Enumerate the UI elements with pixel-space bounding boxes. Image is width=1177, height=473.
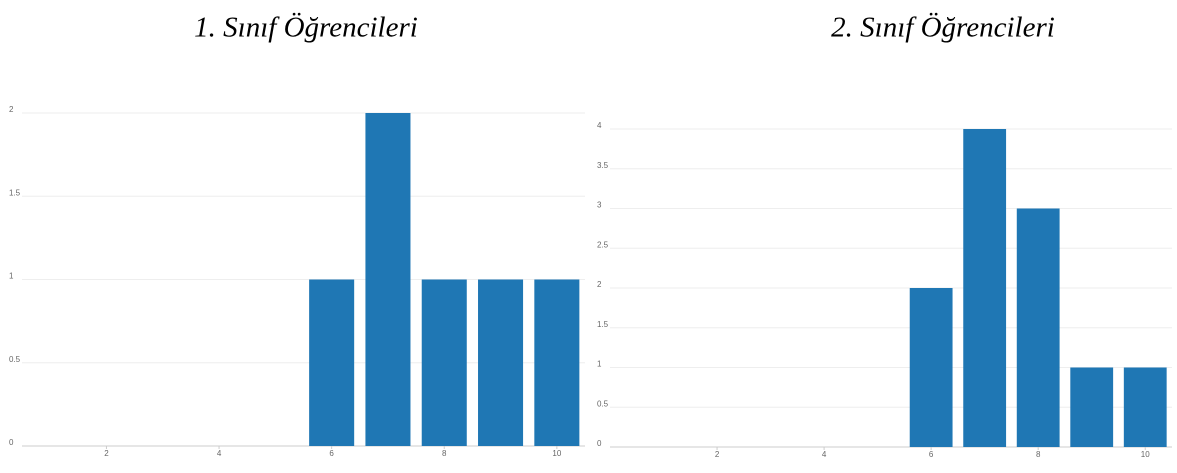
bar bbox=[534, 279, 580, 446]
x-tick-label: 10 bbox=[1141, 450, 1150, 459]
x-tick-label: 4 bbox=[822, 450, 827, 459]
y-tick-label: 1 bbox=[9, 272, 14, 281]
bar bbox=[478, 279, 524, 446]
y-tick-label: 3 bbox=[597, 201, 602, 210]
y-tick-label: 2.5 bbox=[597, 240, 609, 249]
x-tick-label: 8 bbox=[1036, 450, 1041, 459]
y-tick-label: 1.5 bbox=[597, 320, 609, 329]
y-tick-label: 0.5 bbox=[597, 399, 609, 408]
bar bbox=[365, 113, 411, 446]
x-tick-label: 2 bbox=[104, 449, 109, 458]
y-tick-label: 3.5 bbox=[597, 161, 609, 170]
bar bbox=[909, 288, 953, 447]
x-tick-label: 6 bbox=[929, 450, 934, 459]
y-tick-label: 0.5 bbox=[9, 355, 21, 364]
x-tick-label: 8 bbox=[442, 449, 447, 458]
y-tick-label: 1 bbox=[597, 360, 602, 369]
y-tick-label: 0 bbox=[597, 439, 602, 448]
x-tick-label: 2 bbox=[715, 450, 720, 459]
y-tick-label: 2 bbox=[9, 105, 14, 114]
bar bbox=[309, 279, 355, 446]
bar bbox=[1070, 367, 1114, 447]
chart-title: 2. Sınıf Öğrencileri bbox=[831, 12, 1055, 44]
bar bbox=[1123, 367, 1167, 447]
x-tick-label: 10 bbox=[552, 449, 561, 458]
bar bbox=[421, 279, 467, 446]
y-tick-label: 4 bbox=[597, 121, 602, 130]
chart-title: 1. Sınıf Öğrencileri bbox=[194, 12, 418, 44]
x-tick-label: 4 bbox=[217, 449, 222, 458]
y-tick-label: 1.5 bbox=[9, 188, 21, 197]
bar bbox=[1016, 208, 1060, 447]
y-tick-label: 2 bbox=[597, 280, 602, 289]
x-tick-label: 6 bbox=[329, 449, 334, 458]
bar bbox=[963, 129, 1007, 447]
y-tick-label: 0 bbox=[9, 438, 14, 447]
